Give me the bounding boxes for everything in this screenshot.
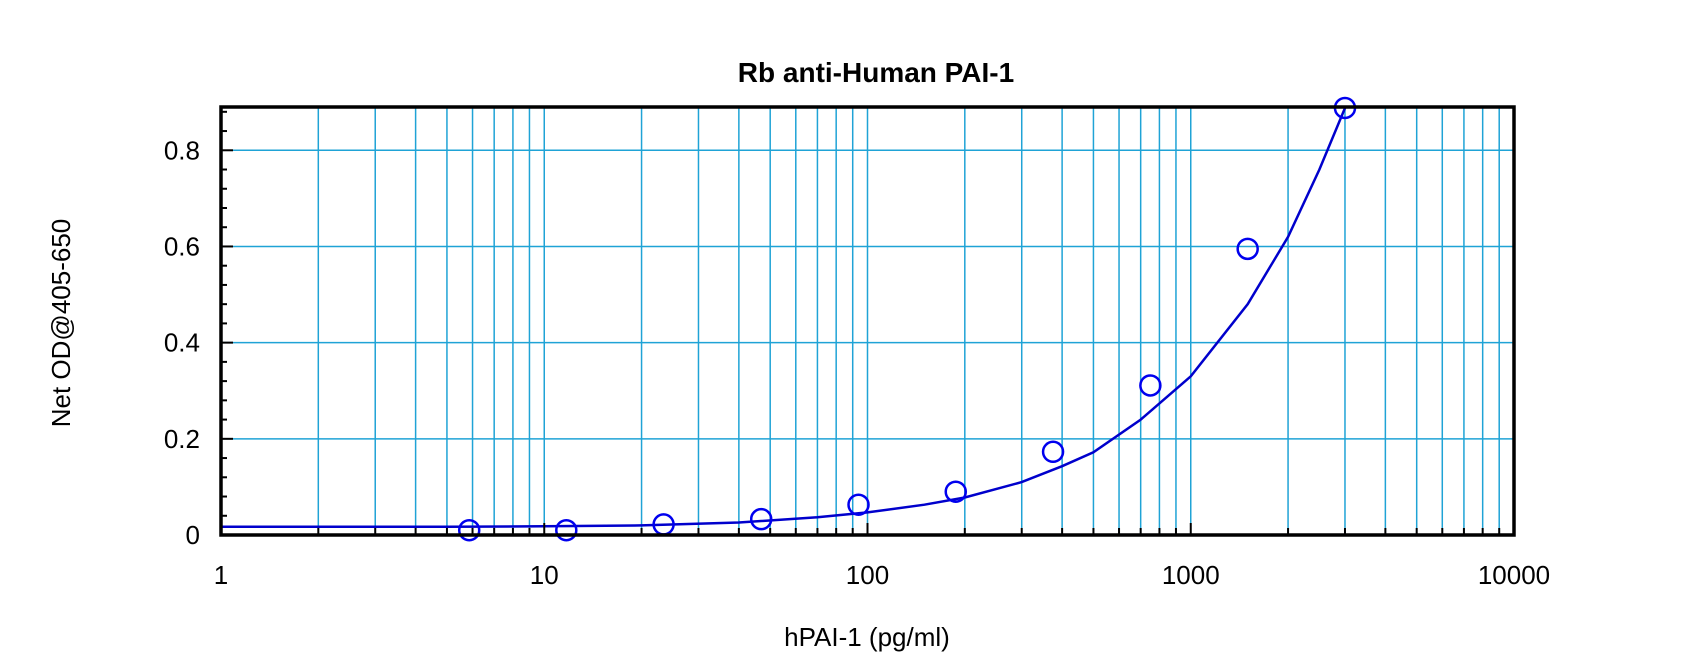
data-point: [749, 507, 773, 531]
grid: [221, 107, 1514, 535]
x-tick-label: 1000: [1162, 560, 1220, 590]
y-axis-label: Net OD@405-650: [46, 219, 76, 428]
data-point: [457, 518, 481, 542]
y-tick-label: 0.4: [164, 328, 200, 358]
data-point: [1139, 374, 1162, 397]
data-point: [555, 518, 578, 542]
data-point: [847, 493, 870, 516]
y-tick-label: 0.2: [164, 424, 200, 454]
x-tick-label: 10000: [1478, 560, 1550, 590]
data-point: [1236, 237, 1259, 261]
chart-title: Rb anti-Human PAI-1: [738, 57, 1014, 88]
x-tick-label: 1: [214, 560, 228, 590]
y-tick-label: 0.6: [164, 231, 200, 261]
x-tick-labels: 1 10 100 1000 10000: [214, 560, 1550, 590]
data-points: [457, 96, 1357, 542]
data-point: [1041, 440, 1065, 464]
axis-ticks: [221, 110, 1501, 536]
y-tick-labels: 0 0.2 0.4 0.6 0.8: [164, 135, 200, 550]
y-tick-label: 0.8: [164, 135, 200, 165]
x-tick-label: 10: [530, 560, 559, 590]
x-axis-label: hPAI-1 (pg/ml): [784, 622, 950, 652]
data-point: [944, 480, 967, 503]
x-tick-label: 100: [846, 560, 889, 590]
y-tick-label: 0: [186, 520, 200, 550]
